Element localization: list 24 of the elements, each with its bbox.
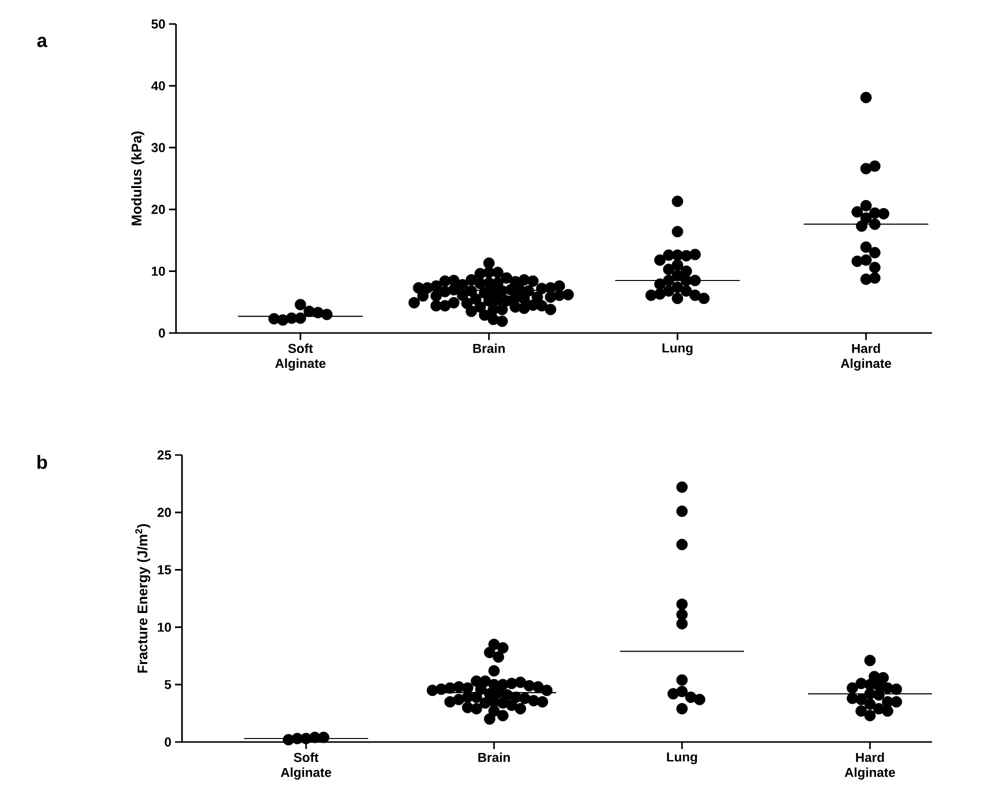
x-tick-label: Hard Alginate: [844, 752, 896, 780]
x-tick-label: Soft Alginate: [280, 752, 332, 780]
y-tick-label: 5: [164, 680, 172, 690]
chart-title: b: [37, 455, 47, 469]
y-axis-title: Modulus (kPa): [131, 132, 144, 226]
y-tick-label: 20: [158, 508, 171, 517]
y-tick-label: 50: [151, 19, 165, 29]
x-tick-label: Brain: [478, 752, 510, 762]
x-tick-label: Hard Alginate: [840, 344, 892, 371]
y-tick-label: 15: [158, 565, 172, 574]
x-tick-label: Soft Alginate: [275, 344, 326, 371]
x-tick-label: Lung: [667, 752, 697, 764]
x-tick-label: Brain: [473, 344, 505, 354]
y-tick-label: 30: [151, 142, 165, 152]
y-tick-label: 0: [164, 737, 171, 747]
chart-title: a: [37, 36, 48, 48]
y-tick-label: 0: [158, 328, 165, 338]
y-tick-label: 40: [151, 81, 165, 90]
y-tick-label: 20: [152, 204, 165, 214]
y-axis-title: Fracture Energy (J/m$^{2}$): [135, 524, 150, 673]
x-tick-label: Lung: [662, 344, 692, 356]
y-tick-label: 10: [158, 622, 171, 632]
y-tick-label: 10: [152, 266, 165, 276]
y-tick-label: 25: [158, 450, 172, 460]
